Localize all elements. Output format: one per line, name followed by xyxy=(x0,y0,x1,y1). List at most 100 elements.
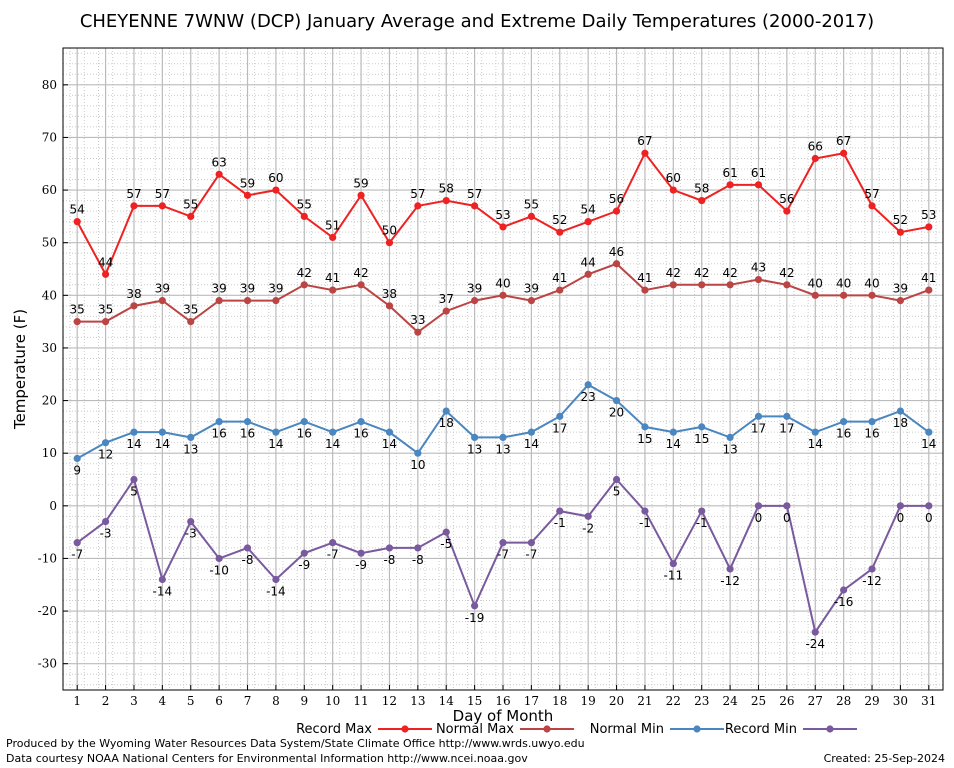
record-max-data-label: 59 xyxy=(240,176,255,190)
record-min-data-label: -9 xyxy=(298,558,310,572)
normal-min-point xyxy=(101,439,110,447)
record-max-data-label: 56 xyxy=(779,192,794,206)
y-tick-label: 0 xyxy=(49,499,57,513)
grid-lines xyxy=(63,48,943,690)
normal-min-point xyxy=(272,428,280,436)
normal-min-point xyxy=(584,381,592,389)
normal-max-data-label: 42 xyxy=(353,266,368,280)
y-tick-label: 50 xyxy=(42,236,57,250)
normal-min-data-label: 16 xyxy=(864,427,879,441)
normal-min-data-label: 9 xyxy=(73,463,81,477)
legend-label-record-max: Record Max xyxy=(296,722,372,737)
record-max-point xyxy=(73,218,81,226)
record-min-data-label: -8 xyxy=(412,553,424,567)
record-min-data-label: -8 xyxy=(383,553,395,567)
record-max-point xyxy=(414,202,422,210)
record-min-data-label: -9 xyxy=(355,558,367,572)
record-min-point xyxy=(272,575,280,584)
x-tick-label: 22 xyxy=(666,694,681,708)
record-max-data-label: 52 xyxy=(893,213,908,227)
normal-max-data-label: 42 xyxy=(779,266,794,280)
record-min-data-label: 0 xyxy=(897,511,905,525)
normal-min-data-label: 15 xyxy=(694,432,709,446)
record-min-point xyxy=(556,507,564,515)
normal-min-data-label: 14 xyxy=(155,437,170,451)
y-tick-label: 30 xyxy=(42,341,57,355)
record-max-point xyxy=(612,207,621,215)
normal-max-point xyxy=(357,281,365,289)
normal-max-data-label: 40 xyxy=(808,276,823,290)
normal-max-data-label: 38 xyxy=(126,287,141,301)
x-tick-label: 9 xyxy=(300,694,308,708)
record-min-point xyxy=(357,549,365,557)
normal-max-data-label: 41 xyxy=(552,271,567,285)
record-max-point xyxy=(726,181,734,189)
record-max-data-label: 52 xyxy=(552,213,567,227)
record-min-point xyxy=(414,544,422,552)
record-max-data-label: 55 xyxy=(183,197,198,211)
normal-max-point xyxy=(187,318,195,326)
x-tick-label: 20 xyxy=(609,694,624,708)
record-min-point xyxy=(442,528,450,536)
record-min-data-label: -12 xyxy=(862,574,882,588)
legend: Record Max Normal Max Normal Min Record Min xyxy=(296,722,857,737)
record-min-point xyxy=(329,539,337,547)
record-min-data-label: 0 xyxy=(783,511,791,525)
record-max-data-label: 44 xyxy=(98,255,113,269)
normal-max-data-label: 35 xyxy=(98,303,113,317)
record-min-data-label: -14 xyxy=(266,584,286,598)
x-axis-label: Day of Month xyxy=(453,707,554,725)
record-min-point xyxy=(499,539,507,547)
record-max-point xyxy=(357,191,365,199)
record-min-data-label: -2 xyxy=(582,521,594,535)
normal-max-point xyxy=(73,318,81,326)
record-max-data-label: 55 xyxy=(297,197,312,211)
normal-min-data-label: 16 xyxy=(240,427,255,441)
record-min-point xyxy=(73,539,81,547)
record-min-data-label: -14 xyxy=(153,584,173,598)
normal-min-point xyxy=(669,428,677,436)
y-tick-label: -30 xyxy=(38,657,57,671)
record-max-data-label: 66 xyxy=(808,140,823,154)
record-max-data-label: 54 xyxy=(581,203,596,217)
record-max-point xyxy=(300,212,308,220)
chart-title: CHEYENNE 7WNW (DCP) January Average and … xyxy=(80,11,874,32)
record-max-point xyxy=(243,191,252,199)
record-min-data-label: -7 xyxy=(71,548,83,562)
normal-max-data-label: 41 xyxy=(637,271,652,285)
record-max-data-label: 61 xyxy=(751,166,766,180)
x-tick-label: 19 xyxy=(581,694,596,708)
record-min-point xyxy=(101,518,110,526)
x-tick-label: 5 xyxy=(187,694,195,708)
record-max-point xyxy=(754,181,763,189)
x-tick-label: 1 xyxy=(73,694,81,708)
normal-max-data-label: 39 xyxy=(268,282,283,296)
normal-max-data-label: 41 xyxy=(325,271,340,285)
normal-min-point xyxy=(385,428,394,436)
normal-min-data-label: 16 xyxy=(836,427,851,441)
record-min-data-label: -24 xyxy=(805,637,825,651)
normal-min-point xyxy=(130,428,138,436)
normal-max-point xyxy=(385,302,394,310)
x-tick-label: 25 xyxy=(751,694,766,708)
normal-max-series: 35 35 38 39 35 39 39 39 42 41 42 38 33 37 39 40 39 41 44 46… xyxy=(70,245,936,336)
record-min-point xyxy=(158,575,166,584)
record-max-data-label: 53 xyxy=(921,208,936,222)
x-tick-label: 27 xyxy=(808,694,823,708)
normal-min-point xyxy=(414,449,422,457)
record-max-data-label: 55 xyxy=(524,197,539,211)
footer-data-courtesy: Data courtesy NOAA National Centers for … xyxy=(6,752,528,765)
normal-min-point xyxy=(698,423,706,431)
record-max-point xyxy=(101,270,110,278)
x-tick-label: 13 xyxy=(410,694,425,708)
normal-max-data-label: 41 xyxy=(921,271,936,285)
normal-max-point xyxy=(612,260,621,268)
record-min-data-label: 5 xyxy=(613,485,621,499)
record-max-point xyxy=(272,186,280,194)
normal-max-point xyxy=(471,296,479,305)
normal-min-data-label: 20 xyxy=(609,406,624,420)
normal-max-point xyxy=(442,307,450,315)
normal-max-data-label: 42 xyxy=(722,266,737,280)
y-tick-label: 40 xyxy=(42,288,57,302)
